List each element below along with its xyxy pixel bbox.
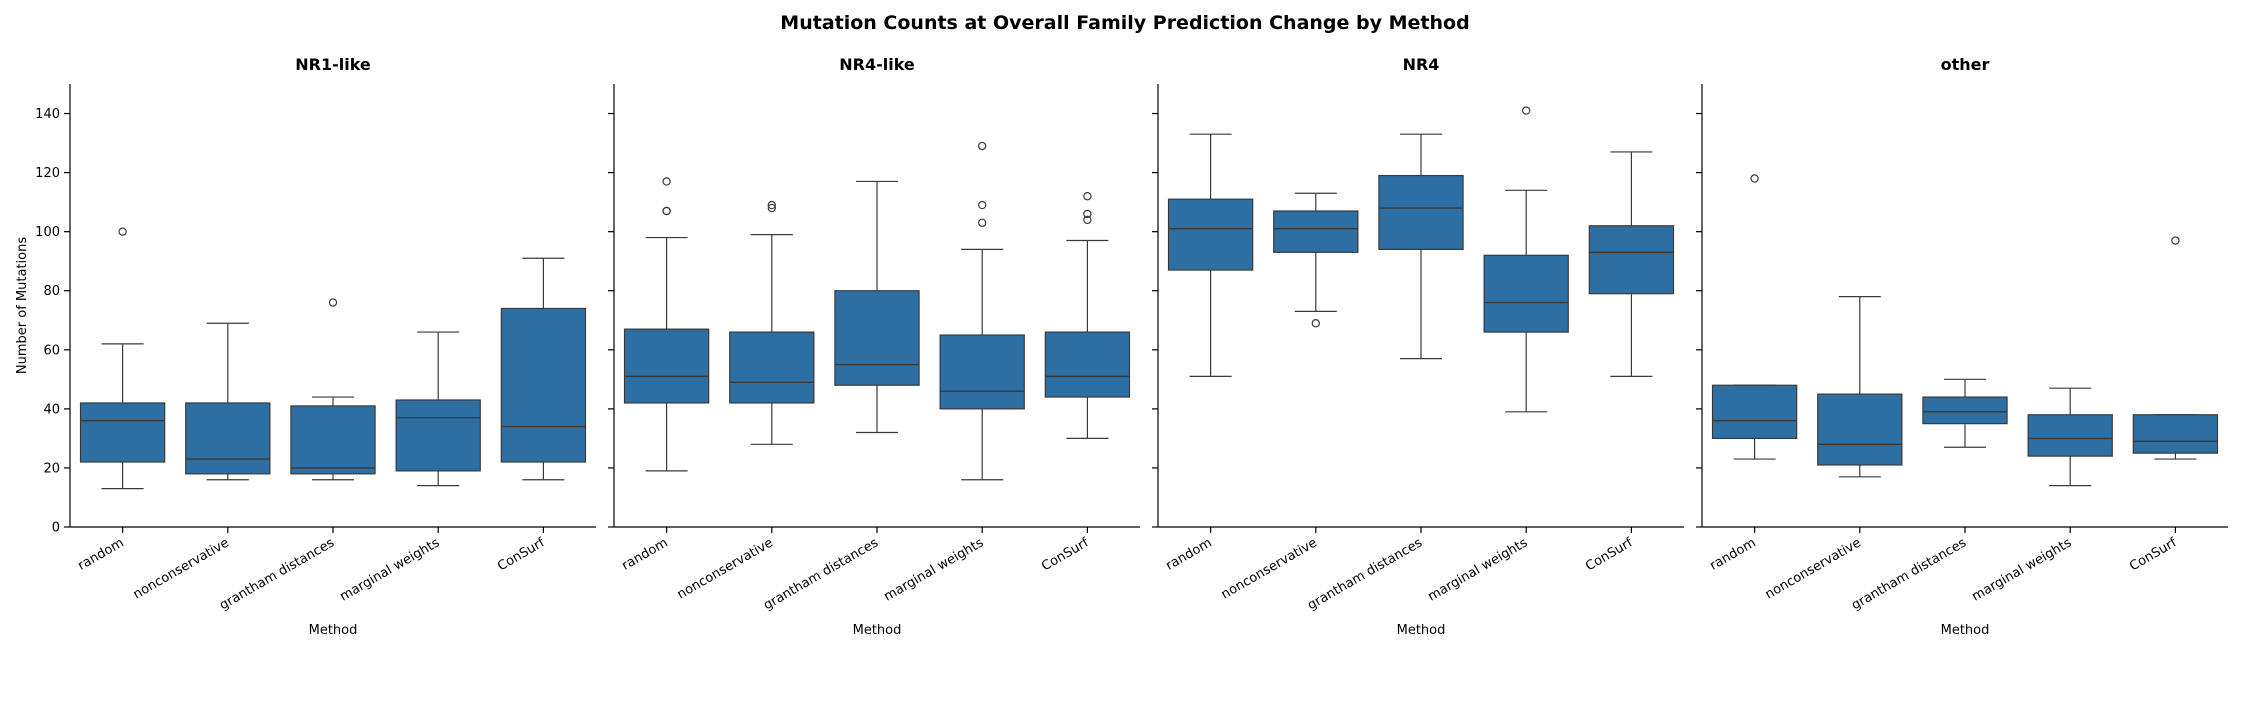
panel-title: NR1-like	[295, 55, 371, 74]
box	[1044, 331, 1131, 398]
box	[290, 405, 376, 475]
y-tick-label: 140	[35, 107, 60, 122]
x-tick-label: ConSurf	[1583, 535, 1636, 574]
box	[1483, 254, 1569, 333]
outlier-point	[118, 227, 127, 236]
x-tick-label: grantham distances	[1849, 535, 1969, 613]
x-tick-label: random	[75, 535, 126, 573]
y-tick-label: 100	[35, 225, 60, 240]
panel-title: other	[1941, 55, 1990, 74]
x-axis-label: Method	[309, 623, 358, 638]
x-tick-label: marginal weights	[338, 535, 443, 604]
box	[1817, 393, 1903, 466]
outlier-point	[978, 218, 987, 228]
box	[79, 402, 166, 463]
box	[834, 290, 920, 386]
outlier-point	[767, 200, 777, 210]
x-tick-label: random	[619, 535, 670, 573]
x-tick-label: random	[1707, 535, 1758, 573]
box	[1273, 210, 1359, 253]
box	[939, 334, 1025, 410]
x-tick-label: marginal weights	[1426, 535, 1531, 604]
x-tick-label: random	[1163, 535, 1214, 573]
outlier-point	[1521, 106, 1531, 115]
x-tick-label: nonconservative	[1763, 535, 1864, 602]
box	[729, 331, 815, 404]
outlier-point	[662, 177, 671, 186]
box	[1167, 198, 1254, 271]
outlier-point	[328, 298, 338, 307]
x-tick-label: grantham distances	[761, 535, 881, 613]
chart-title: Mutation Counts at Overall Family Predic…	[780, 12, 1469, 34]
x-tick-label: marginal weights	[1970, 535, 2075, 604]
box	[1378, 174, 1464, 250]
x-tick-label: grantham distances	[217, 535, 337, 613]
box	[500, 307, 587, 463]
box	[2027, 414, 2113, 457]
box	[395, 399, 481, 472]
panel-title: NR4-like	[839, 55, 915, 74]
x-tick-label: ConSurf	[1039, 535, 1092, 574]
outlier-point	[662, 206, 671, 216]
box	[1588, 225, 1675, 295]
box	[623, 328, 710, 404]
outlier-point	[978, 200, 987, 210]
y-axis-label: Number of Mutations	[15, 237, 30, 374]
outlier-point	[978, 141, 987, 151]
outlier-point	[1311, 319, 1321, 328]
outlier-point	[1750, 174, 1759, 183]
box	[1711, 384, 1798, 439]
x-axis-label: Method	[1941, 623, 1990, 638]
x-tick-label: ConSurf	[2127, 535, 2180, 574]
y-tick-label: 80	[43, 284, 60, 299]
x-tick-label: nonconservative	[675, 535, 776, 602]
x-tick-label: grantham distances	[1305, 535, 1425, 613]
box	[1922, 396, 2008, 425]
y-tick-label: 120	[35, 166, 60, 181]
y-tick-label: 40	[43, 402, 60, 417]
x-tick-label: nonconservative	[1219, 535, 1320, 602]
outlier-point	[1083, 209, 1092, 219]
outlier-point	[2171, 236, 2180, 245]
x-axis-label: Method	[853, 623, 902, 638]
y-tick-label: 60	[43, 343, 60, 358]
panel-title: NR4	[1403, 55, 1440, 74]
box	[2132, 414, 2219, 454]
outlier-point	[1083, 192, 1092, 201]
x-axis-label: Method	[1397, 623, 1446, 638]
box	[185, 402, 271, 475]
y-tick-label: 20	[43, 461, 60, 476]
x-tick-label: ConSurf	[495, 535, 548, 574]
y-tick-label: 0	[52, 521, 60, 536]
x-tick-label: nonconservative	[131, 535, 232, 602]
x-tick-label: marginal weights	[882, 535, 987, 604]
outlier-point	[767, 203, 777, 213]
outlier-point	[1083, 215, 1092, 225]
